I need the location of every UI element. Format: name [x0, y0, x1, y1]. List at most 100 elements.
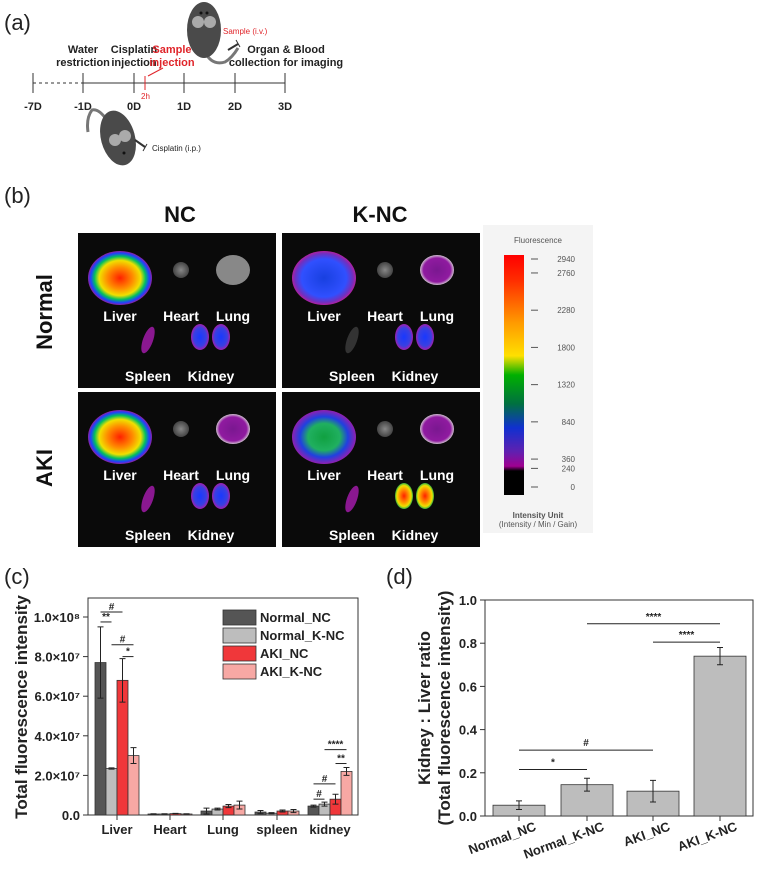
colorbar-legend: Fluorescence 2940 2760 2280 1800 1320 840 3602…: [483, 225, 593, 533]
heart-signal: [173, 421, 189, 437]
y-tick-label: 0.6: [459, 679, 477, 694]
x-tick-label: AKI_K-NC: [676, 819, 740, 855]
kidney-signal: [395, 483, 413, 509]
liver-signal: [292, 410, 356, 464]
sample-route-label: Sample (i.v.): [223, 27, 268, 36]
colorbar-tick-label: 0: [571, 483, 576, 492]
significance-label: ****: [679, 630, 695, 641]
bar-normal_k-nc-liver: [105, 768, 118, 816]
significance-label: **: [102, 612, 110, 623]
error-bar: [268, 812, 275, 815]
colorbar-tick-label: 2760: [557, 269, 575, 278]
organ-label-heart: Heart: [367, 467, 403, 483]
panel-label-c: (c): [4, 564, 30, 589]
error-bar: [650, 779, 656, 803]
significance-label: #: [109, 602, 115, 613]
y-axis-label: Total fluorescence intensity: [12, 595, 31, 819]
event-organ-line1: Organ & Blood: [247, 44, 325, 56]
error-bar: [108, 767, 115, 770]
organ-label-kidney: Kidney: [188, 527, 235, 543]
lung-signal: [216, 255, 250, 285]
colorbar-unit: Intensity Unit: [513, 511, 564, 520]
mouse-bottom-icon: [86, 108, 136, 166]
x-tick-label: spleen: [256, 822, 297, 837]
error-bar: [290, 808, 297, 814]
timeline: 2h -7D -1D 0D 1D 2D 3D Water restriction…: [24, 44, 343, 113]
error-bar: [310, 804, 317, 808]
panel-label-d: (d): [386, 564, 413, 589]
significance-label: #: [120, 635, 126, 646]
colorbar: [504, 255, 524, 495]
event-water-line1: Water: [68, 44, 99, 56]
colorbar-tick-label: 2940: [557, 255, 575, 264]
bar-chart-kidney-liver-ratio: Kidney : Liver ratio (Total fluorescence…: [415, 591, 754, 862]
organ-label-liver: Liver: [307, 467, 341, 483]
significance-label: ****: [328, 740, 344, 751]
legend-label: AKI_K-NC: [260, 664, 323, 679]
tick-label: 0D: [127, 101, 141, 113]
event-cisplatin-line1: Cisplatin: [111, 44, 158, 56]
y-tick-label: 1.0: [459, 593, 477, 608]
event-organ-line2: collection for imaging: [229, 57, 343, 69]
significance-label: *: [551, 758, 555, 769]
row-header-aki: AKI: [32, 449, 57, 487]
heart-signal: [377, 262, 393, 278]
y-tick-label: 6.0×10⁷: [35, 689, 81, 704]
syringe-icon: [227, 39, 241, 51]
significance-label: #: [322, 774, 328, 785]
lung-signal: [420, 414, 454, 444]
organ-label-lung: Lung: [216, 467, 250, 483]
organ-label-spleen: Spleen: [125, 527, 171, 543]
plot-frame: [484, 599, 754, 817]
organ-image-aki-knc: Liver Heart Lung Spleen Kidney: [282, 392, 480, 547]
significance-label: #: [316, 789, 322, 800]
y-tick-label: 1.0×10⁸: [34, 610, 80, 625]
row-header-normal: Normal: [32, 274, 57, 350]
error-bar: [130, 747, 137, 765]
liver-signal: [88, 251, 152, 305]
organ-label-kidney: Kidney: [188, 368, 235, 384]
organ-label-spleen: Spleen: [125, 368, 171, 384]
organ-label-heart: Heart: [367, 308, 403, 324]
colorbar-tick-label: 1800: [557, 343, 575, 352]
kidney-signal: [191, 324, 209, 350]
error-bar: [332, 793, 339, 805]
significance-label: **: [337, 754, 345, 765]
organ-label-liver: Liver: [103, 308, 137, 324]
legend-label: Normal_K-NC: [260, 628, 345, 643]
colorbar-title: Fluorescence: [514, 236, 563, 245]
error-bar: [717, 647, 723, 666]
legend-label: AKI_NC: [260, 646, 309, 661]
y-tick-label: 0.4: [459, 723, 478, 738]
mouse-top-icon: [187, 2, 240, 65]
spleen-signal: [141, 326, 155, 354]
error-bar: [203, 807, 210, 815]
organ-label-lung: Lung: [420, 308, 454, 324]
legend-swatch: [222, 663, 257, 680]
error-bar: [119, 658, 126, 703]
organ-label-heart: Heart: [163, 467, 199, 483]
colorbar-tick-label: 840: [562, 418, 576, 427]
organ-image-grid: Liver Heart Lung Spleen Kidney Liver Heart Lung…: [78, 233, 480, 547]
heart-signal: [377, 421, 393, 437]
kidney-signal: [416, 483, 434, 509]
event-cisplatin-line2: injection: [111, 57, 157, 69]
significance-label: ****: [646, 612, 662, 623]
syringe-icon: [134, 139, 148, 152]
organ-image-aki-nc: Liver Heart Lung Spleen Kidney: [78, 392, 276, 547]
y-tick-label: 0.0: [62, 808, 80, 823]
organ-label-kidney: Kidney: [392, 368, 439, 384]
tick-label: 3D: [278, 101, 292, 113]
y-tick-label: 0.0: [459, 809, 477, 824]
column-header-nc: NC: [164, 202, 196, 227]
error-bar: [321, 801, 328, 807]
tick-label: 1D: [177, 101, 191, 113]
bar-aki_k-nc: [693, 655, 747, 817]
y-tick-label: 0.8: [459, 636, 477, 651]
organ-label-lung: Lung: [420, 467, 454, 483]
legend-swatch: [222, 645, 257, 662]
kidney-signal: [212, 324, 230, 350]
legend-label: Normal_NC: [260, 610, 331, 625]
kidney-signal: [191, 483, 209, 509]
error-bar: [97, 626, 104, 699]
